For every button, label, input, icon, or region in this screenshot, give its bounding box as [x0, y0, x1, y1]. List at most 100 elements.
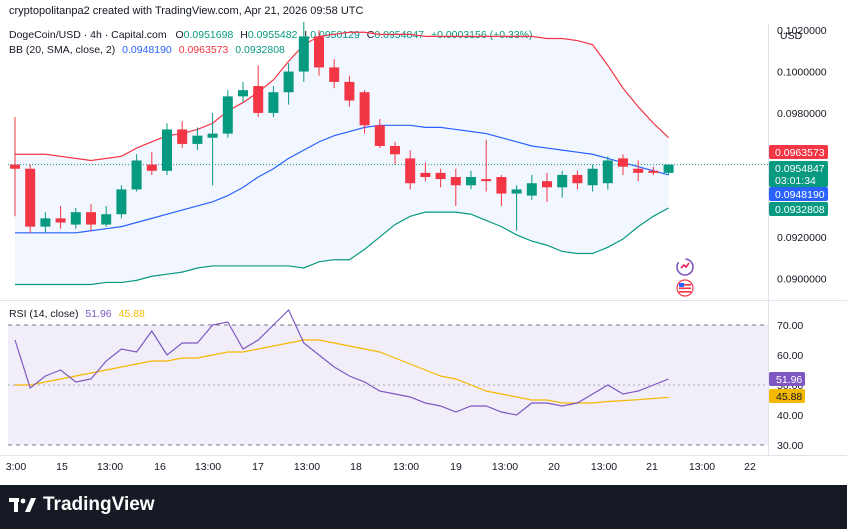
time-tick-label: 16	[154, 461, 166, 473]
us-flag-icon[interactable]	[676, 279, 694, 297]
candle-body	[602, 160, 613, 184]
rsi-ma-line	[15, 339, 669, 404]
candle-body	[146, 164, 157, 171]
close-label: C	[366, 29, 375, 41]
rsi-tick-label: 60.00	[777, 350, 803, 362]
candle-body	[70, 212, 81, 225]
rsi-pane[interactable]	[8, 308, 768, 446]
high-value: 0.0955482	[247, 29, 298, 41]
price-tick-label: 0.0980000	[777, 108, 827, 120]
svg-text:0.0932808: 0.0932808	[775, 204, 825, 216]
candle-body	[481, 179, 492, 182]
currency-label: USD	[780, 30, 803, 42]
candle-body	[435, 172, 446, 180]
candle-body	[359, 92, 370, 126]
candle-body	[557, 174, 568, 188]
candle-body	[587, 168, 598, 186]
candle-body	[253, 86, 264, 113]
candle-body	[131, 160, 142, 190]
chart-canvas[interactable]: 0.1020000 0.1000000 0.0980000 0.0920000 0.09…	[0, 0, 847, 485]
time-tick-label: 20	[548, 461, 560, 473]
candle-body	[572, 174, 583, 184]
candle-body	[329, 67, 340, 82]
bb-legend: BB (20, SMA, close, 2) 0.0948190 0.09635…	[9, 44, 285, 56]
axes: 0.1020000 0.1000000 0.0980000 0.0920000 0.09…	[0, 24, 847, 473]
svg-text:45.88: 45.88	[776, 391, 802, 403]
sparkle-icon[interactable]	[676, 258, 694, 276]
candle-body	[55, 218, 66, 223]
bb-basis-line	[15, 124, 669, 234]
svg-text:0.0963573: 0.0963573	[775, 147, 825, 159]
rsi-ma-value: 45.88	[118, 308, 145, 320]
candle-body	[314, 36, 324, 68]
lower-band-tag: 0.0932808	[769, 202, 828, 216]
svg-text:51.96: 51.96	[776, 374, 802, 386]
candle-body	[268, 92, 279, 113]
basis-tag: 0.0948190	[769, 187, 828, 201]
rsi-legend: RSI (14, close) 51.96 45.88	[9, 308, 145, 320]
price-pane[interactable]	[8, 21, 768, 286]
time-tick-label: 13:00	[294, 461, 320, 473]
bb-upper-value: 0.0963573	[178, 44, 229, 56]
chart-card: cryptopolitanpa2 created with TradingVie…	[0, 0, 847, 485]
symbol-legend: DogeCoin/USD · 4h · Capital.com O0.09516…	[9, 29, 533, 41]
candle-body	[40, 218, 51, 227]
time-tick-label: 3:00	[6, 461, 27, 473]
tradingview-brand[interactable]: TradingView	[9, 494, 155, 516]
candle-body	[466, 177, 476, 186]
open-label: O	[175, 29, 184, 41]
symbol-title: DogeCoin/USD · 4h · Capital.com	[9, 29, 167, 41]
candle-body	[344, 81, 355, 101]
candle-body	[86, 212, 96, 225]
candle-body	[511, 189, 522, 194]
candle-body	[177, 129, 188, 144]
time-tick-label: 13:00	[689, 461, 715, 473]
time-tick-label: 13:00	[195, 461, 221, 473]
candle-body	[405, 158, 416, 184]
candle-body	[390, 145, 400, 155]
rsi-value: 51.96	[85, 308, 112, 320]
svg-text:0.0948190: 0.0948190	[775, 189, 825, 201]
bb-fill	[15, 32, 669, 285]
open-value: 0.0951698	[183, 29, 234, 41]
svg-text:0.0954847: 0.0954847	[775, 163, 825, 175]
candle-body	[207, 133, 218, 138]
price-tag: 0.0954847 03:01:34	[769, 161, 828, 187]
svg-text:03:01:34: 03:01:34	[775, 175, 816, 187]
price-tick-label: 0.0920000	[777, 232, 827, 244]
candle-body	[162, 129, 172, 171]
time-tick-label: 13:00	[97, 461, 123, 473]
candle-body	[25, 168, 36, 227]
bb-upper-line	[15, 31, 670, 162]
time-tick-label: 22	[744, 461, 756, 473]
change-value: +0.0003156 (+0.33%)	[430, 29, 533, 41]
candle-body	[374, 125, 385, 146]
rsi-label: RSI (14, close)	[9, 308, 79, 320]
time-tick-label: 13:00	[393, 461, 419, 473]
time-tick-label: 13:00	[492, 461, 518, 473]
candle-body	[526, 183, 537, 196]
time-tick-label: 21	[646, 461, 658, 473]
candle-body	[496, 177, 507, 194]
time-tick-label: 17	[252, 461, 264, 473]
tradingview-logo-icon	[9, 498, 36, 512]
candle-body	[450, 177, 461, 186]
time-tick-label: 15	[56, 461, 68, 473]
price-tick-label: 0.1020000	[777, 25, 827, 37]
bb-label: BB (20, SMA, close, 2)	[9, 44, 116, 56]
rsi-ma-tag: 45.88	[769, 389, 805, 403]
time-tick-label: 18	[350, 461, 362, 473]
candle-body	[10, 164, 20, 169]
upper-band-tag: 0.0963573	[769, 145, 828, 159]
rsi-line	[14, 308, 669, 416]
candle-body	[298, 36, 309, 72]
bb-lower-value: 0.0932808	[235, 44, 285, 56]
time-tick-label: 13:00	[591, 461, 617, 473]
candle-body	[618, 158, 628, 167]
candle-body	[663, 164, 674, 173]
candle-body	[222, 96, 233, 134]
candle-body	[633, 168, 644, 173]
candle-body	[420, 172, 431, 178]
candle-body	[542, 181, 552, 188]
